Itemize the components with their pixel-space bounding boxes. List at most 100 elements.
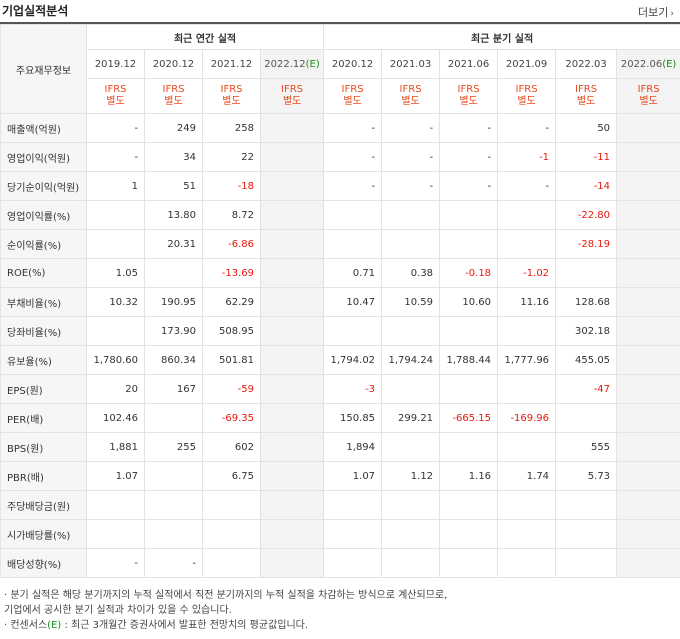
period-label: 2021.06: [447, 58, 490, 70]
table-cell: [381, 432, 441, 462]
period-label: 2020.12: [331, 58, 374, 70]
table-cell: -14: [555, 171, 618, 201]
table-cell: [259, 316, 325, 346]
ifrs-type: 별도: [517, 96, 536, 107]
estimate-mark: (E): [47, 620, 62, 631]
table-cell: -: [144, 548, 203, 578]
ifrs-label: IFRS: [341, 84, 364, 95]
table-cell: [259, 142, 325, 172]
table-cell: [259, 229, 325, 259]
table-cell: 299.21: [381, 403, 441, 433]
table-cell: [616, 113, 680, 143]
table-cell: 51: [144, 171, 203, 201]
table-cell: 249: [144, 113, 203, 143]
more-link[interactable]: 더보기 ›: [638, 4, 674, 20]
table-cell: [381, 490, 441, 520]
table-cell: [86, 519, 145, 549]
table-cell: [555, 490, 618, 520]
table-cell: [439, 490, 499, 520]
table-cell: -69.35: [202, 403, 261, 433]
table-cell: [497, 432, 557, 462]
period-header: 2020.12: [144, 49, 203, 79]
table-row: EPS(원) 20 167 -59 -3 -47: [0, 374, 680, 404]
table-cell: 258: [202, 113, 261, 143]
table-cell: [323, 316, 383, 346]
table-cell: [555, 403, 618, 433]
table-cell: 34: [144, 142, 203, 172]
row-label: 배당성향(%): [0, 548, 87, 578]
table-cell: [439, 519, 499, 549]
ifrs-badge: IFRS 별도: [259, 78, 325, 114]
row-label: PER(배): [0, 403, 87, 433]
table-cell: [86, 490, 145, 520]
ifrs-badge: IFRS 별도: [86, 78, 145, 114]
table-cell: [144, 258, 203, 288]
table-cell: [323, 229, 383, 259]
table-cell: 190.95: [144, 287, 203, 317]
table-cell: 1.74: [497, 461, 557, 491]
table-cell: [616, 229, 680, 259]
ifrs-type: 별도: [576, 96, 596, 107]
table-cell: -: [497, 171, 557, 201]
table-cell: -47: [555, 374, 618, 404]
table-row: 부채비율(%) 10.32 190.95 62.29 10.47 10.59 10.60 11…: [0, 287, 680, 317]
table-row: BPS(원) 1,881 255 602 1,894 555: [0, 432, 680, 462]
table-cell: [439, 432, 499, 462]
table-cell: 128.68: [555, 287, 618, 317]
table-cell: [439, 229, 499, 259]
table-cell: 1.05: [86, 258, 145, 288]
table-cell: 102.46: [86, 403, 145, 433]
table-cell: [616, 287, 680, 317]
period-header: 2020.12: [323, 49, 383, 79]
table-cell: [616, 519, 680, 549]
table-cell: -169.96: [497, 403, 557, 433]
table-cell: 302.18: [555, 316, 618, 346]
footnotes: · 분기 실적은 해당 분기까지의 누적 실적에서 직전 분기까지의 누적 실적…: [4, 588, 674, 633]
table-cell: 10.47: [323, 287, 383, 317]
table-cell: 1,894: [323, 432, 383, 462]
ifrs-badge: IFRS 별도: [497, 78, 557, 114]
ifrs-badge: IFRS 별도: [202, 78, 261, 114]
ifrs-badge: IFRS 별도: [323, 78, 383, 114]
footnote-2: · 컨센서스(E) : 최근 3개월간 증권사에서 발표한 전망치의 평균값입니…: [4, 618, 674, 633]
table-cell: [144, 519, 203, 549]
table-cell: [439, 200, 499, 230]
ifrs-badge: IFRS 별도: [144, 78, 203, 114]
period-header: 2022.06(E): [616, 49, 680, 79]
table-cell: 167: [144, 374, 203, 404]
table-cell: [86, 316, 145, 346]
table-row: ROE(%) 1.05 -13.69 0.71 0.38 -0.18 -1.02: [0, 258, 680, 288]
table-cell: [616, 258, 680, 288]
ifrs-type: 별도: [401, 96, 420, 107]
table-cell: [381, 519, 441, 549]
table-row: 매출액(억원) -249 258- - - -50: [0, 113, 680, 143]
table-cell: -: [86, 113, 145, 143]
table-cell: [497, 490, 557, 520]
table-cell: 555: [555, 432, 618, 462]
table-cell: -: [86, 548, 145, 578]
table-cell: -: [381, 171, 441, 201]
chevron-right-icon: ›: [670, 9, 674, 19]
table-row: 순이익률(%) 20.31 -6.86 -28.19: [0, 229, 680, 259]
period-label: 2022.06: [620, 58, 663, 70]
ifrs-type: 별도: [639, 96, 658, 107]
table-cell: -13.69: [202, 258, 261, 288]
period-label: 2022.12: [264, 58, 306, 70]
table-cell: -: [439, 142, 499, 172]
table-cell: 0.71: [323, 258, 383, 288]
table-cell: 1: [86, 171, 145, 201]
table-cell: [202, 519, 261, 549]
table-cell: [381, 374, 441, 404]
table-cell: 20.31: [144, 229, 203, 259]
more-label: 더보기: [638, 6, 669, 19]
table-cell: [616, 432, 680, 462]
table-cell: [497, 548, 557, 578]
table-cell: 1,794.24: [381, 345, 441, 375]
table-cell: 13.80: [144, 200, 203, 230]
table-cell: [616, 403, 680, 433]
ifrs-type: 별도: [343, 96, 362, 107]
table-cell: -665.15: [439, 403, 499, 433]
table-cell: 8.72: [202, 200, 261, 230]
table-cell: -: [381, 113, 441, 143]
table-cell: 50: [555, 113, 618, 143]
